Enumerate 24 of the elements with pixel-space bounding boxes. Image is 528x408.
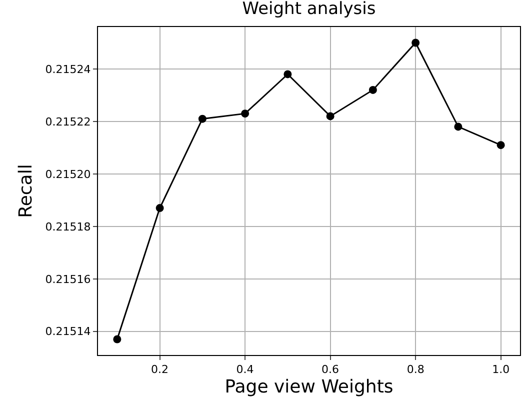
point [496,141,505,150]
x-tick-label: 0.6 [322,363,340,376]
y-tick-label: 0.21516 [45,272,91,286]
point [454,122,462,131]
y-tick-label: 0.21514 [45,325,91,338]
y-tick-label: 0.21524 [45,62,91,76]
x-tick-label: 0.8 [406,363,424,376]
chart-title: Weight analysis [242,0,376,19]
point [326,112,334,120]
point [368,86,377,94]
point [284,70,292,78]
x-tick-label: 0.2 [151,363,169,376]
y-tick-label: 0.21520 [45,168,91,181]
point [241,110,250,118]
y-tick-label: 0.21522 [45,115,91,128]
y-axis-title: Recall [16,164,36,218]
x-axis-title: Page view Weights [224,376,394,398]
point [113,335,122,344]
x-tick-label: 1.0 [492,363,510,376]
point [412,38,420,47]
point [156,204,164,212]
x-tick-label: 0.4 [236,363,254,376]
point [198,114,206,123]
y-tick-label: 0.21518 [45,220,91,234]
